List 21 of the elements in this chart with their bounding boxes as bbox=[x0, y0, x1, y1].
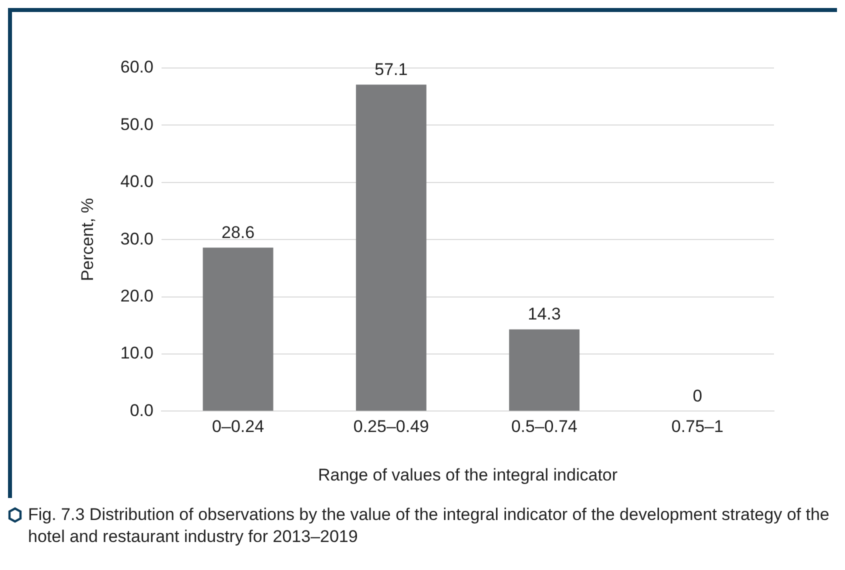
y-tick-label: 10.0 bbox=[120, 344, 154, 363]
y-tick-label: 40.0 bbox=[120, 172, 154, 192]
data-label: 0 bbox=[692, 386, 702, 406]
y-tick-label: 0.0 bbox=[130, 400, 154, 420]
y-tick-label: 30.0 bbox=[120, 229, 154, 248]
data-label: 28.6 bbox=[222, 222, 255, 242]
y-tick-label: 20.0 bbox=[120, 286, 154, 306]
y-axis-title: Percent, % bbox=[78, 198, 97, 282]
y-tick-label: 60.0 bbox=[120, 58, 154, 77]
data-label: 14.3 bbox=[528, 304, 561, 324]
bar bbox=[356, 84, 426, 411]
caption: Fig. 7.3 Distribution of observations by the value of the integral indicator of the development strategy of the hotel and restaurant industry for 2013–2019 bbox=[28, 504, 830, 548]
x-tick-label: 0.5–0.74 bbox=[511, 417, 578, 436]
x-tick-label: 0.25–0.49 bbox=[353, 417, 429, 436]
x-tick-label: 0–0.24 bbox=[212, 417, 264, 436]
data-label: 57.1 bbox=[374, 60, 408, 79]
bar bbox=[202, 248, 274, 411]
y-tick-label: 50.0 bbox=[120, 114, 154, 134]
x-tick-label: 0.75–1 bbox=[671, 417, 724, 436]
bar bbox=[509, 329, 580, 411]
x-axis-title: Range of values of the integral indicator bbox=[318, 465, 618, 484]
